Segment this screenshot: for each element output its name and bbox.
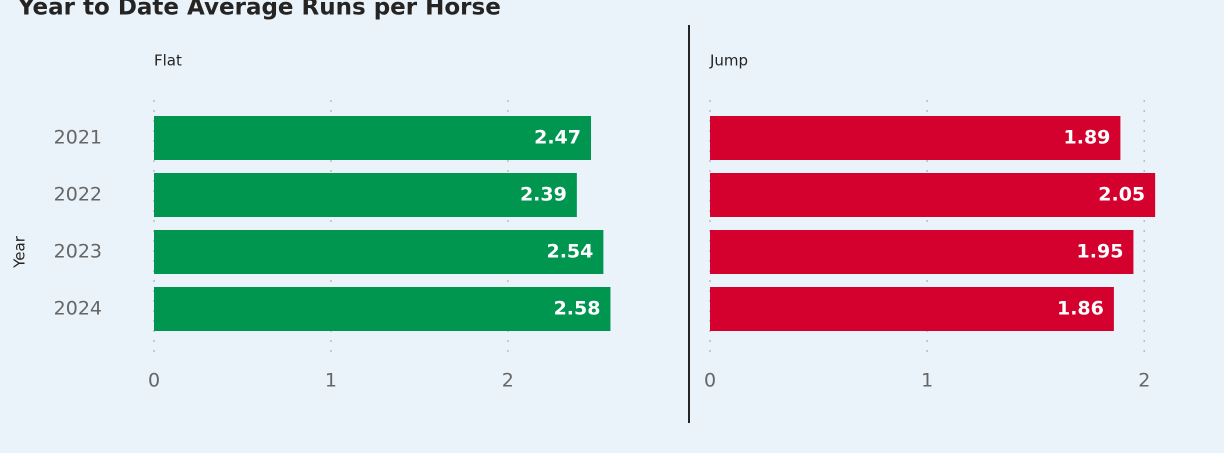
panel-title: Jump bbox=[709, 52, 748, 70]
value-label: 2.58 bbox=[554, 298, 601, 320]
bar bbox=[154, 230, 604, 274]
bar bbox=[710, 173, 1156, 217]
x-tick-label: 1 bbox=[325, 370, 337, 392]
value-label: 2.47 bbox=[534, 127, 581, 149]
x-tick-label: 2 bbox=[1138, 370, 1150, 392]
value-label: 1.95 bbox=[1077, 241, 1124, 263]
bar bbox=[710, 287, 1114, 331]
bar bbox=[710, 116, 1121, 160]
y-tick-label: 2023 bbox=[54, 241, 102, 263]
x-tick-label: 0 bbox=[704, 370, 716, 392]
bar bbox=[154, 173, 577, 217]
bar bbox=[710, 230, 1134, 274]
chart-title: Year to Date Average Runs per Horse bbox=[17, 0, 501, 21]
y-tick-label: 2021 bbox=[54, 127, 102, 149]
y-tick-label: 2022 bbox=[54, 184, 102, 206]
y-axis-label: Year bbox=[11, 235, 29, 269]
panel-title: Flat bbox=[154, 52, 182, 70]
value-label: 2.39 bbox=[520, 184, 567, 206]
bar bbox=[154, 116, 591, 160]
value-label: 1.86 bbox=[1057, 298, 1104, 320]
value-label: 1.89 bbox=[1064, 127, 1111, 149]
x-tick-label: 1 bbox=[921, 370, 933, 392]
value-label: 2.54 bbox=[546, 241, 593, 263]
value-label: 2.05 bbox=[1098, 184, 1145, 206]
bar bbox=[154, 287, 611, 331]
x-tick-label: 2 bbox=[502, 370, 514, 392]
x-tick-label: 0 bbox=[148, 370, 160, 392]
y-tick-label: 2024 bbox=[54, 298, 102, 320]
